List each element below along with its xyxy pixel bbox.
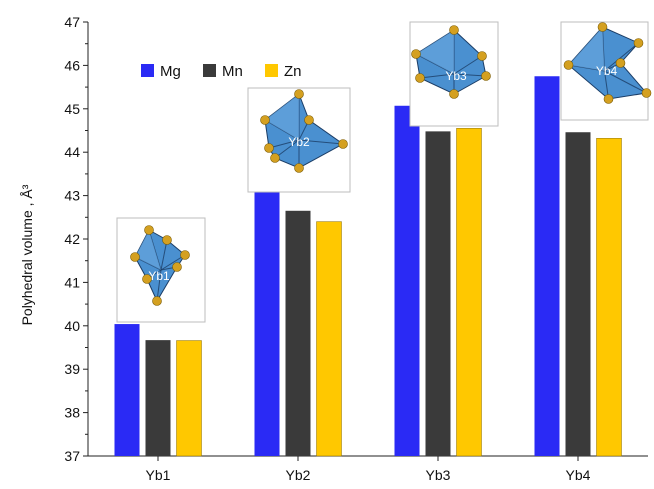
atom-sphere xyxy=(130,252,140,262)
polyhedron-edge xyxy=(156,269,162,302)
bar-mg-yb4 xyxy=(534,76,560,456)
inset-label: Yb4 xyxy=(596,64,618,78)
y-tick-label: 44 xyxy=(64,144,80,160)
polyhedron-edge xyxy=(160,239,168,271)
x-tick-label: Yb2 xyxy=(286,467,311,483)
bar-mn-yb2 xyxy=(285,210,311,456)
bar-zn-yb1 xyxy=(176,340,202,457)
atom-sphere xyxy=(270,153,280,163)
polyhedron-edge xyxy=(274,139,300,159)
bar-mg-yb2 xyxy=(254,184,280,456)
atom-sphere xyxy=(641,88,652,98)
bar-mn-yb3 xyxy=(425,131,451,457)
atom-sphere xyxy=(294,163,304,173)
bar-zn-yb2 xyxy=(316,221,342,457)
bar-zn-yb4 xyxy=(596,138,622,457)
y-tick-label: 37 xyxy=(64,448,80,464)
atom-sphere xyxy=(294,89,304,99)
polyhedron-edge xyxy=(604,42,639,72)
legend-swatch-mg xyxy=(141,64,154,77)
polyhedron-edge xyxy=(419,73,455,79)
polyhedron-edge xyxy=(268,139,300,149)
bar-mg-yb1 xyxy=(114,324,140,456)
bar-zn-yb3 xyxy=(456,128,482,457)
inset-yb2: Yb2 xyxy=(247,87,351,193)
polyhedron-facet xyxy=(135,230,161,270)
inset-label: Yb3 xyxy=(445,69,467,83)
y-tick-label: 38 xyxy=(64,405,80,421)
legend-swatch-zn xyxy=(265,64,278,77)
polyhedron-edge xyxy=(604,70,647,94)
atom-sphere xyxy=(172,262,182,272)
x-tick-label: Yb4 xyxy=(566,467,591,483)
bar-mn-yb1 xyxy=(145,340,171,456)
bars xyxy=(114,76,622,457)
bar-mg-yb3 xyxy=(394,105,420,457)
atom-sphere xyxy=(603,94,614,104)
atom-sphere xyxy=(563,60,574,70)
y-tick-label: 43 xyxy=(64,188,80,204)
y-tick-label: 39 xyxy=(64,361,80,377)
polyhedron-edge xyxy=(298,139,344,145)
legend-label-mg: Mg xyxy=(160,63,181,80)
legend-swatch-mn xyxy=(203,64,216,77)
atom-sphere xyxy=(180,250,190,260)
legend-label-zn: Zn xyxy=(284,63,302,80)
atom-sphere xyxy=(615,58,626,68)
atom-sphere xyxy=(152,296,162,306)
x-tick-label: Yb1 xyxy=(146,467,171,483)
y-axis-title: Polyhedral volume , Å³ xyxy=(19,184,35,325)
atom-sphere xyxy=(477,51,487,61)
inset-label: Yb1 xyxy=(148,269,170,283)
polyhedron-edge xyxy=(453,55,483,75)
y-tick-label: 47 xyxy=(64,14,80,30)
inset-yb1: Yb1 xyxy=(116,217,206,323)
y-tick-label: 41 xyxy=(64,274,80,290)
inset-yb3: Yb3 xyxy=(409,21,499,127)
atom-sphere xyxy=(142,274,152,284)
polyhedron-facet xyxy=(265,94,299,140)
atom-sphere xyxy=(449,25,459,35)
atom-sphere xyxy=(633,38,644,48)
atom-sphere xyxy=(411,49,421,59)
polyhedron-facet xyxy=(568,27,605,71)
atom-sphere xyxy=(481,71,491,81)
y-tick-label: 40 xyxy=(64,318,80,334)
polyhedron-facet xyxy=(416,30,454,74)
atom-sphere xyxy=(597,22,608,32)
y-tick-label: 45 xyxy=(64,101,80,117)
atom-sphere xyxy=(144,225,154,235)
legend: Mg Mn Zn xyxy=(141,63,302,80)
atom-sphere xyxy=(260,115,270,125)
polyhedron-insets: Yb1 Yb2 Yb3 Yb4 xyxy=(116,21,652,323)
legend-label-mn: Mn xyxy=(222,63,243,80)
polyhedron-edge xyxy=(453,73,487,77)
atom-sphere xyxy=(338,139,348,149)
inset-label: Yb2 xyxy=(288,135,310,149)
atom-sphere xyxy=(264,143,274,153)
inset-yb4: Yb4 xyxy=(560,21,652,121)
bar-mn-yb4 xyxy=(565,132,591,456)
atom-sphere xyxy=(162,235,172,245)
y-tick-label: 42 xyxy=(64,231,80,247)
y-tick-label: 46 xyxy=(64,57,80,73)
atom-sphere xyxy=(415,73,425,83)
x-tick-label: Yb3 xyxy=(426,467,451,483)
atom-sphere xyxy=(304,115,314,125)
atom-sphere xyxy=(449,89,459,99)
